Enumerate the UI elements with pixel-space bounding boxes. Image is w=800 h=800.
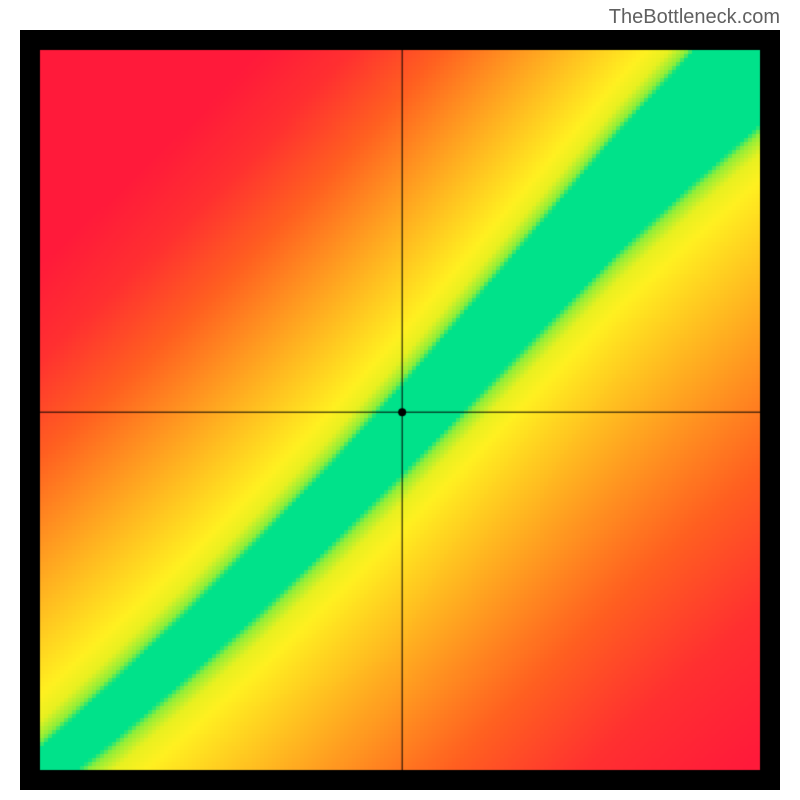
chart-frame [20, 30, 780, 790]
chart-container: TheBottleneck.com [0, 0, 800, 800]
bottleneck-heatmap [20, 30, 780, 790]
watermark-text: TheBottleneck.com [609, 6, 780, 29]
